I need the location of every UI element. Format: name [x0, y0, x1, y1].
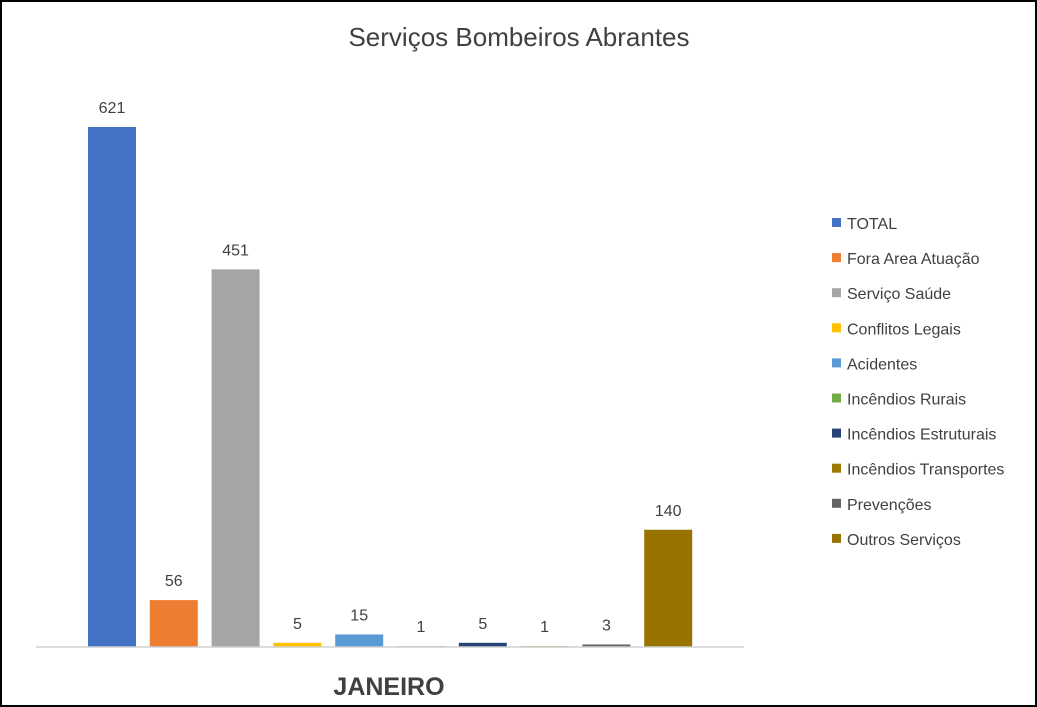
legend-swatch-7 [832, 463, 841, 473]
legend-swatch-8 [832, 498, 841, 508]
bar-2 [211, 269, 260, 647]
data-label-3: 5 [293, 616, 302, 633]
bar-9 [644, 529, 693, 647]
bar-1 [149, 600, 198, 647]
data-label-7: 1 [540, 619, 549, 636]
bar-0 [88, 127, 136, 647]
data-label-2: 451 [222, 242, 249, 259]
data-label-1: 56 [165, 573, 183, 590]
legend-swatch-4 [832, 358, 841, 368]
data-label-5: 1 [417, 619, 426, 636]
bar-8 [582, 644, 631, 647]
bar-4 [335, 634, 384, 647]
legend: TOTAL Fora Area Atuação Serviço Saúde Confl… [832, 216, 1004, 549]
legend-swatch-0 [832, 218, 841, 227]
category-label: JANEIRO [333, 673, 444, 701]
legend-swatch-3 [832, 323, 841, 333]
chart-title: Serviços Bombeiros Abrantes [348, 22, 689, 52]
legend-label-8: Prevenções [847, 497, 932, 514]
legend-label-1: Fora Area Atuação [847, 251, 980, 268]
legend-label-0: TOTAL [847, 216, 897, 233]
data-label-0: 621 [99, 100, 126, 117]
legend-label-2: Serviço Saúde [847, 286, 951, 303]
bar-3 [273, 642, 322, 647]
legend-label-9: Outros Serviços [847, 532, 961, 549]
legend-label-5: Incêndios Rurais [847, 392, 966, 409]
legend-label-6: Incêndios Estruturais [847, 427, 996, 444]
data-label-6: 5 [478, 616, 487, 633]
legend-swatch-6 [832, 428, 841, 438]
legend-swatch-2 [832, 288, 841, 298]
data-label-4: 15 [350, 607, 368, 624]
legend-swatch-1 [832, 253, 841, 263]
legend-label-4: Acidentes [847, 356, 917, 373]
legend-swatch-5 [832, 393, 841, 403]
legend-label-7: Incêndios Transportes [847, 462, 1004, 479]
data-label-9: 140 [655, 503, 682, 520]
legend-label-3: Conflitos Legais [847, 321, 961, 338]
data-label-8: 3 [602, 617, 611, 634]
bar-6 [458, 642, 507, 647]
legend-swatch-9 [832, 533, 841, 543]
